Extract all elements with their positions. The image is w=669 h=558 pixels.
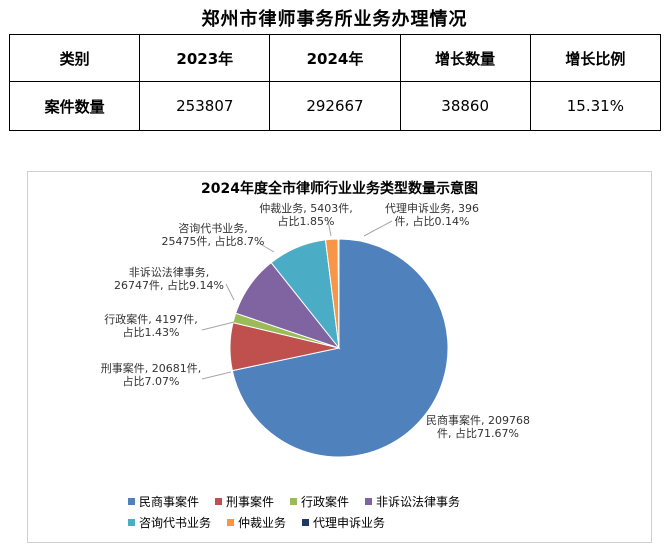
legend-swatch	[128, 498, 135, 505]
table-header-row: 类别 2023年 2024年 增长数量 增长比例	[8, 34, 662, 82]
legend-label: 民商事案件	[139, 495, 200, 509]
data-label: 咨询代书业务, 25475件, 占比8.7%	[162, 221, 265, 248]
legend-item: 刑事案件	[215, 493, 274, 510]
table-header-cell: 2024年	[269, 34, 401, 82]
table-header-cell: 增长比例	[529, 34, 662, 82]
label-leader-line	[225, 283, 235, 301]
legend-item: 民商事案件	[128, 493, 199, 510]
data-label: 仲裁业务, 5403件,占比1.85%	[259, 201, 352, 228]
legend-swatch	[302, 519, 310, 526]
label-leader-line	[327, 220, 332, 237]
table-row: 案件数量 253807 292667 38860 15.31%	[8, 81, 662, 131]
table-cell: 38860	[399, 81, 531, 131]
legend-label: 刑事案件	[226, 495, 275, 509]
pie-slice	[337, 238, 340, 349]
legend-swatch	[227, 519, 235, 526]
data-label: 非诉讼法律事务, 26747件, 占比9.14%	[114, 265, 224, 292]
data-label: 代理申诉业务, 396 件, 占比0.14%	[385, 202, 479, 228]
legend-label: 仲裁业务	[238, 516, 287, 530]
pie-chart: 民商事案件, 209768 件, 占比71.67% 刑事案件, 20681件,占比7…	[101, 201, 530, 458]
legend-swatch	[365, 498, 373, 505]
legend-swatch	[215, 498, 223, 505]
table-header-cell: 增长数量	[399, 34, 531, 82]
data-label: 民商事案件, 209768 件, 占比71.67%	[426, 413, 530, 440]
legend-item: 非诉讼法律事务	[365, 493, 460, 510]
page-title: 郑州市律师事务所业务办理情况	[201, 9, 468, 30]
legend-row: 民商事案件 刑事案件 行政案件 非诉讼法律事务	[128, 493, 548, 510]
legend-item: 行政案件	[290, 493, 349, 510]
label-leader-line	[201, 371, 232, 380]
label-leader-line	[201, 321, 235, 331]
legend-swatch	[128, 519, 135, 526]
legend-label: 咨询代书业务	[139, 516, 212, 530]
table-cell: 253807	[139, 81, 271, 131]
chart-container: 2024年度全市律师行业业务类型数量示意图 民商事案件, 209768 件, 占比…	[27, 171, 652, 543]
data-label: 行政案件, 4197件,占比1.43%	[104, 312, 197, 339]
table-cell: 292667	[269, 81, 401, 131]
data-label: 刑事案件, 20681件,占比7.07%	[101, 361, 201, 388]
legend-row: 咨询代书业务 仲裁业务 代理申诉业务	[128, 514, 548, 531]
legend-item: 仲裁业务	[227, 514, 286, 531]
table-header-cell: 类别	[8, 34, 141, 82]
label-leader-line	[363, 220, 393, 237]
legend-label: 代理申诉业务	[313, 516, 386, 530]
table-cell: 15.31%	[529, 81, 662, 131]
stats-table: 类别 2023年 2024年 增长数量 增长比例 案件数量 253807 292…	[8, 34, 662, 131]
legend-label: 非诉讼法律事务	[376, 495, 461, 509]
pie-slice	[231, 238, 449, 458]
table-row-label: 案件数量	[8, 81, 141, 131]
chart-legend: 民商事案件 刑事案件 行政案件 非诉讼法律事务咨询代书业务 仲裁业务 代理申诉业务	[128, 493, 548, 535]
legend-label: 行政案件	[301, 495, 350, 509]
label-leader-line	[256, 241, 275, 253]
table-header-cell: 2023年	[139, 34, 271, 82]
chart-title: 2024年度全市律师行业业务类型数量示意图	[201, 181, 478, 197]
legend-item: 代理申诉业务	[302, 514, 385, 531]
legend-item: 咨询代书业务	[128, 514, 211, 531]
legend-swatch	[290, 498, 298, 505]
